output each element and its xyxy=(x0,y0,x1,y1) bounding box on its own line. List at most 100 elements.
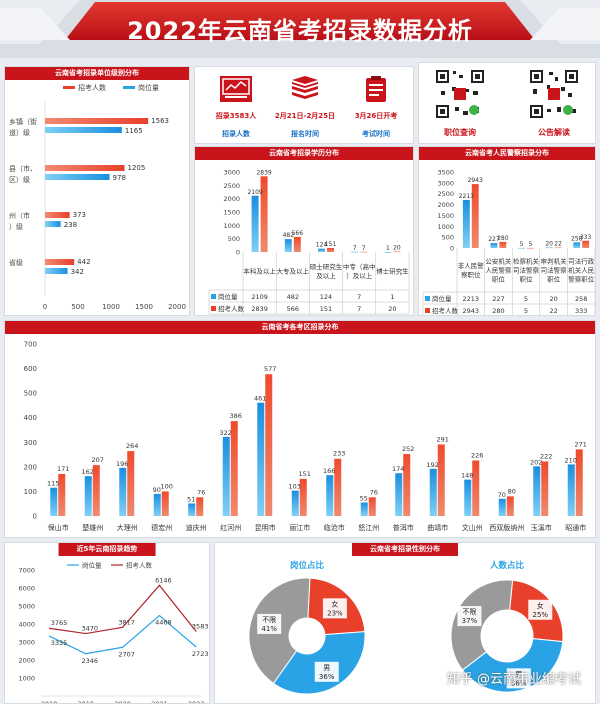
pie-slice xyxy=(461,638,564,693)
y-tick-label: ）级 xyxy=(9,222,23,231)
data-label: 7 xyxy=(353,245,357,252)
bar-recruit xyxy=(499,241,507,248)
watermark: 知乎 @云南事业编考试 xyxy=(446,672,581,687)
legend-label: 岗位量 xyxy=(82,561,102,570)
legend-swatch-posts xyxy=(123,86,135,89)
data-label: 3583 xyxy=(192,623,209,631)
edu-chart-panel: 云南省考招录学历分布 0 500 1000 1500 2000 2500 3000 招考人数 岗… xyxy=(194,146,414,316)
y-tick-label: 400 xyxy=(24,414,37,422)
data-label: 291 xyxy=(437,435,449,443)
x-tick-label: 保山市 xyxy=(48,523,69,532)
data-label: 978 xyxy=(113,174,126,182)
bar-recruit xyxy=(527,247,534,249)
data-label: 2213 xyxy=(459,193,474,200)
bar-recruit xyxy=(161,491,169,516)
category-label: 及以上 xyxy=(316,271,336,280)
x-tick-label: 0 xyxy=(43,303,47,311)
bar-recruit xyxy=(45,212,70,218)
data-label: 171 xyxy=(57,465,69,473)
legend-label: 招考人数 xyxy=(78,83,106,92)
y-tick-label: 0 xyxy=(236,249,240,257)
y-tick-label: 2500 xyxy=(437,190,454,198)
bar-posts xyxy=(498,498,506,516)
level-chart-panel: 云南省考招录单位级别分布 招考人数 岗位量 0 500 1000 1500 2000 乡镇（街… xyxy=(4,66,190,316)
y-tick-label: 2000 xyxy=(18,657,35,665)
pie-percent: 37% xyxy=(462,617,478,625)
legend-label: 招考人数 xyxy=(218,304,245,313)
table-cell: 1 xyxy=(390,293,394,301)
banner-background xyxy=(0,0,600,58)
bar-posts xyxy=(326,475,334,516)
y-tick-label: 600 xyxy=(24,365,37,373)
bar-recruit xyxy=(92,465,100,516)
y-tick-label: 2000 xyxy=(223,195,240,203)
category-label: 硕士研究生 xyxy=(310,262,343,271)
table-cell: 280 xyxy=(492,307,504,315)
pie-percent: 23% xyxy=(327,609,343,617)
y-tick-label: 道）级 xyxy=(9,128,30,137)
qr-label-announcement[interactable]: 公告解读 xyxy=(538,128,570,137)
data-label: 271 xyxy=(575,440,587,448)
y-tick-label: 3000 xyxy=(18,639,35,647)
data-label: 55 xyxy=(360,494,368,502)
table-cell: 2839 xyxy=(251,305,268,313)
data-label: 322 xyxy=(220,429,232,437)
bar-recruit xyxy=(368,497,376,516)
y-tick-label: 1000 xyxy=(223,222,240,230)
table-cell: 2213 xyxy=(463,295,480,303)
category-label: 职位 xyxy=(520,275,534,284)
category-label: 警察职位 xyxy=(568,275,595,284)
data-label: 226 xyxy=(471,451,483,459)
series-line xyxy=(48,614,197,655)
y-tick-label: 3000 xyxy=(223,169,240,177)
qr-code-icon[interactable] xyxy=(433,67,487,121)
bar-recruit xyxy=(437,444,445,516)
data-label: 76 xyxy=(370,488,378,496)
bar-recruit xyxy=(265,374,273,516)
x-tick-label: 2021 xyxy=(151,700,168,704)
edu-chart: 0 500 1000 1500 2000 2500 3000 招考人数 岗位量 本科及以上 2109… xyxy=(208,169,410,315)
book-stack-icon xyxy=(292,76,318,99)
trend-chart-title: 近5年云南招录趋势 xyxy=(58,543,156,556)
bar-posts xyxy=(291,490,299,516)
y-tick-label: 2000 xyxy=(437,201,454,209)
presentation-board-icon xyxy=(220,76,252,102)
category-label: 人民警察 xyxy=(485,266,512,275)
data-label: 148 xyxy=(461,472,473,480)
table-cell: 227 xyxy=(492,295,504,303)
pie-label-box xyxy=(314,661,339,682)
data-label: 2723 xyxy=(192,650,209,658)
y-tick-label: 500 xyxy=(24,390,37,398)
x-tick-label: 迪庆州 xyxy=(186,523,207,532)
legend-label: 岗位量 xyxy=(218,292,238,301)
data-label: 2707 xyxy=(118,650,135,658)
data-label: 76 xyxy=(197,488,205,496)
data-label: 7 xyxy=(362,245,366,252)
data-label: 174 xyxy=(392,465,404,473)
pie-percent: 36% xyxy=(319,673,335,681)
data-label: 80 xyxy=(508,487,516,495)
category-label: 非人民警 xyxy=(458,261,485,270)
bar-posts xyxy=(45,268,68,274)
police-chart-panel: 云南省考人民警察招录分布 0 500 1000 1500 2000 2500 3000 350… xyxy=(418,146,596,316)
legend-label: 招考人数 xyxy=(432,306,459,315)
qr-code-icon[interactable] xyxy=(527,67,581,121)
bar-recruit xyxy=(127,451,135,516)
bar-recruit xyxy=(506,496,514,516)
x-tick-label: 普洱市 xyxy=(393,523,414,532)
qr-label-job-search[interactable]: 职位查询 xyxy=(444,128,476,137)
clipboard-icon xyxy=(366,76,386,102)
region-chart-panel: 云南省考各考区招录分布 0 100 200 300 400 500 600 700 115 171… xyxy=(4,320,596,538)
bar-recruit xyxy=(471,184,479,248)
y-tick-label: 乡镇（街 xyxy=(9,117,37,126)
bar-posts xyxy=(462,199,470,248)
category-label: 博士研究生 xyxy=(376,267,409,276)
bar-posts xyxy=(464,479,472,516)
data-label: 482 xyxy=(283,232,295,239)
x-tick-label: 500 xyxy=(71,303,84,311)
category-label: 公安机关 xyxy=(485,257,512,266)
x-tick-label: 西双版纳州 xyxy=(489,523,524,532)
y-tick-label: 6000 xyxy=(18,585,35,593)
table-cell: 2109 xyxy=(251,293,268,301)
category-label: 司法行政 xyxy=(568,257,595,266)
